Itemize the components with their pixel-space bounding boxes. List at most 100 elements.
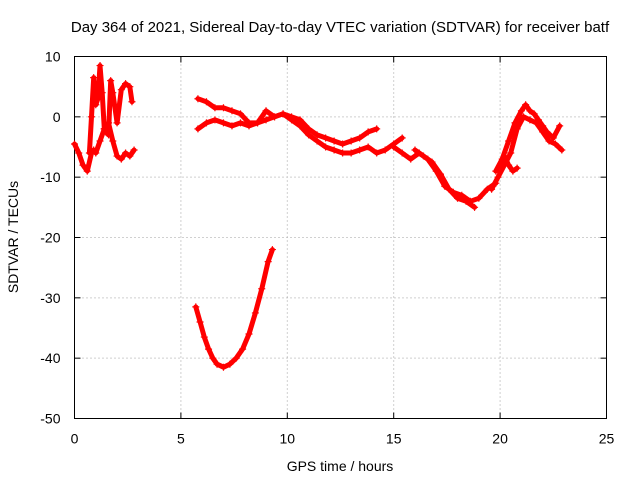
data-point <box>100 125 108 133</box>
data-point <box>551 140 559 148</box>
data-point <box>288 116 296 124</box>
data-point <box>454 194 462 202</box>
data-point <box>90 74 98 82</box>
data-point <box>364 143 372 151</box>
data-point <box>219 104 227 112</box>
series-trace <box>86 63 135 156</box>
data-point <box>236 110 244 118</box>
y-tick-label: -40 <box>40 350 60 366</box>
data-point <box>200 333 208 341</box>
data-point <box>251 309 259 317</box>
x-tick-label: 0 <box>71 431 79 447</box>
data-point <box>268 246 276 254</box>
data-point <box>94 95 102 103</box>
x-tick-label: 25 <box>599 431 615 447</box>
data-point <box>356 134 364 142</box>
data-point <box>488 185 496 193</box>
data-point <box>526 107 534 115</box>
data-point <box>437 170 445 178</box>
data-point <box>505 137 513 145</box>
data-point <box>347 137 355 145</box>
series-segment-morning-lower <box>194 110 406 157</box>
data-point <box>113 119 121 127</box>
data-point <box>245 330 253 338</box>
data-point <box>296 122 304 130</box>
data-point <box>211 104 219 112</box>
data-point <box>313 131 321 139</box>
data-point <box>522 101 530 109</box>
x-axis-label: GPS time / hours <box>287 458 394 474</box>
data-point <box>381 146 389 154</box>
tick-labels: 0 5 10 15 20 25 -50 -40 -30 -20 -10 0 10 <box>40 49 614 447</box>
data-point <box>113 152 121 160</box>
data-point <box>526 116 534 124</box>
x-tick-label: 10 <box>280 431 296 447</box>
data-point <box>313 137 321 145</box>
series-segment-early-spikes <box>85 62 136 157</box>
data-point <box>494 173 502 181</box>
data-point <box>262 116 270 124</box>
data-point <box>475 194 483 202</box>
data-point <box>211 116 219 124</box>
data-point <box>558 146 566 154</box>
data-point <box>445 185 453 193</box>
data-point <box>398 134 406 142</box>
series-segment-afternoon-lower <box>411 146 479 211</box>
data-point <box>202 98 210 106</box>
data-point <box>509 167 517 175</box>
data-points <box>71 62 566 371</box>
data-point <box>330 146 338 154</box>
data-point <box>305 131 313 139</box>
data-point <box>419 152 427 160</box>
x-tick-label: 15 <box>386 431 402 447</box>
y-tick-label: 10 <box>45 49 61 65</box>
data-point <box>128 98 136 106</box>
data-point <box>322 143 330 151</box>
x-tick-label: 20 <box>492 431 508 447</box>
data-point <box>258 285 266 293</box>
data-point <box>513 125 521 133</box>
data-point <box>194 95 202 103</box>
data-point <box>219 363 227 371</box>
data-point <box>219 119 227 127</box>
data-point <box>109 137 117 145</box>
data-point <box>520 113 528 121</box>
data-point <box>196 318 204 326</box>
data-point <box>126 83 134 91</box>
data-point <box>322 134 330 142</box>
data-point <box>105 131 113 139</box>
x-tick-label: 5 <box>177 431 185 447</box>
series-trace <box>391 144 499 204</box>
data-point <box>262 107 270 115</box>
y-tick-label: -20 <box>40 230 60 246</box>
data-point <box>556 122 564 130</box>
data-point <box>85 149 93 157</box>
data-point <box>126 152 134 160</box>
data-point <box>71 140 78 148</box>
data-point <box>96 62 104 70</box>
data-point <box>511 119 519 127</box>
data-point <box>471 203 479 211</box>
y-tick-label: -30 <box>40 290 60 306</box>
series-segment-evening-branch <box>496 152 521 175</box>
data-point <box>339 149 347 157</box>
data-point <box>398 149 406 157</box>
data-point <box>264 258 272 266</box>
data-point <box>130 146 138 154</box>
data-point <box>92 101 100 109</box>
series-segment-deep-dip <box>192 246 276 371</box>
data-point <box>373 125 381 133</box>
data-point <box>545 137 553 145</box>
data-point <box>356 146 364 154</box>
data-point <box>75 149 83 157</box>
data-point <box>505 161 513 169</box>
data-point <box>194 125 202 133</box>
data-point <box>330 137 338 145</box>
data-point <box>96 137 104 145</box>
data-point <box>279 110 287 118</box>
data-point <box>539 128 547 136</box>
data-point <box>390 143 398 151</box>
data-point <box>462 197 470 205</box>
data-point <box>122 149 130 157</box>
